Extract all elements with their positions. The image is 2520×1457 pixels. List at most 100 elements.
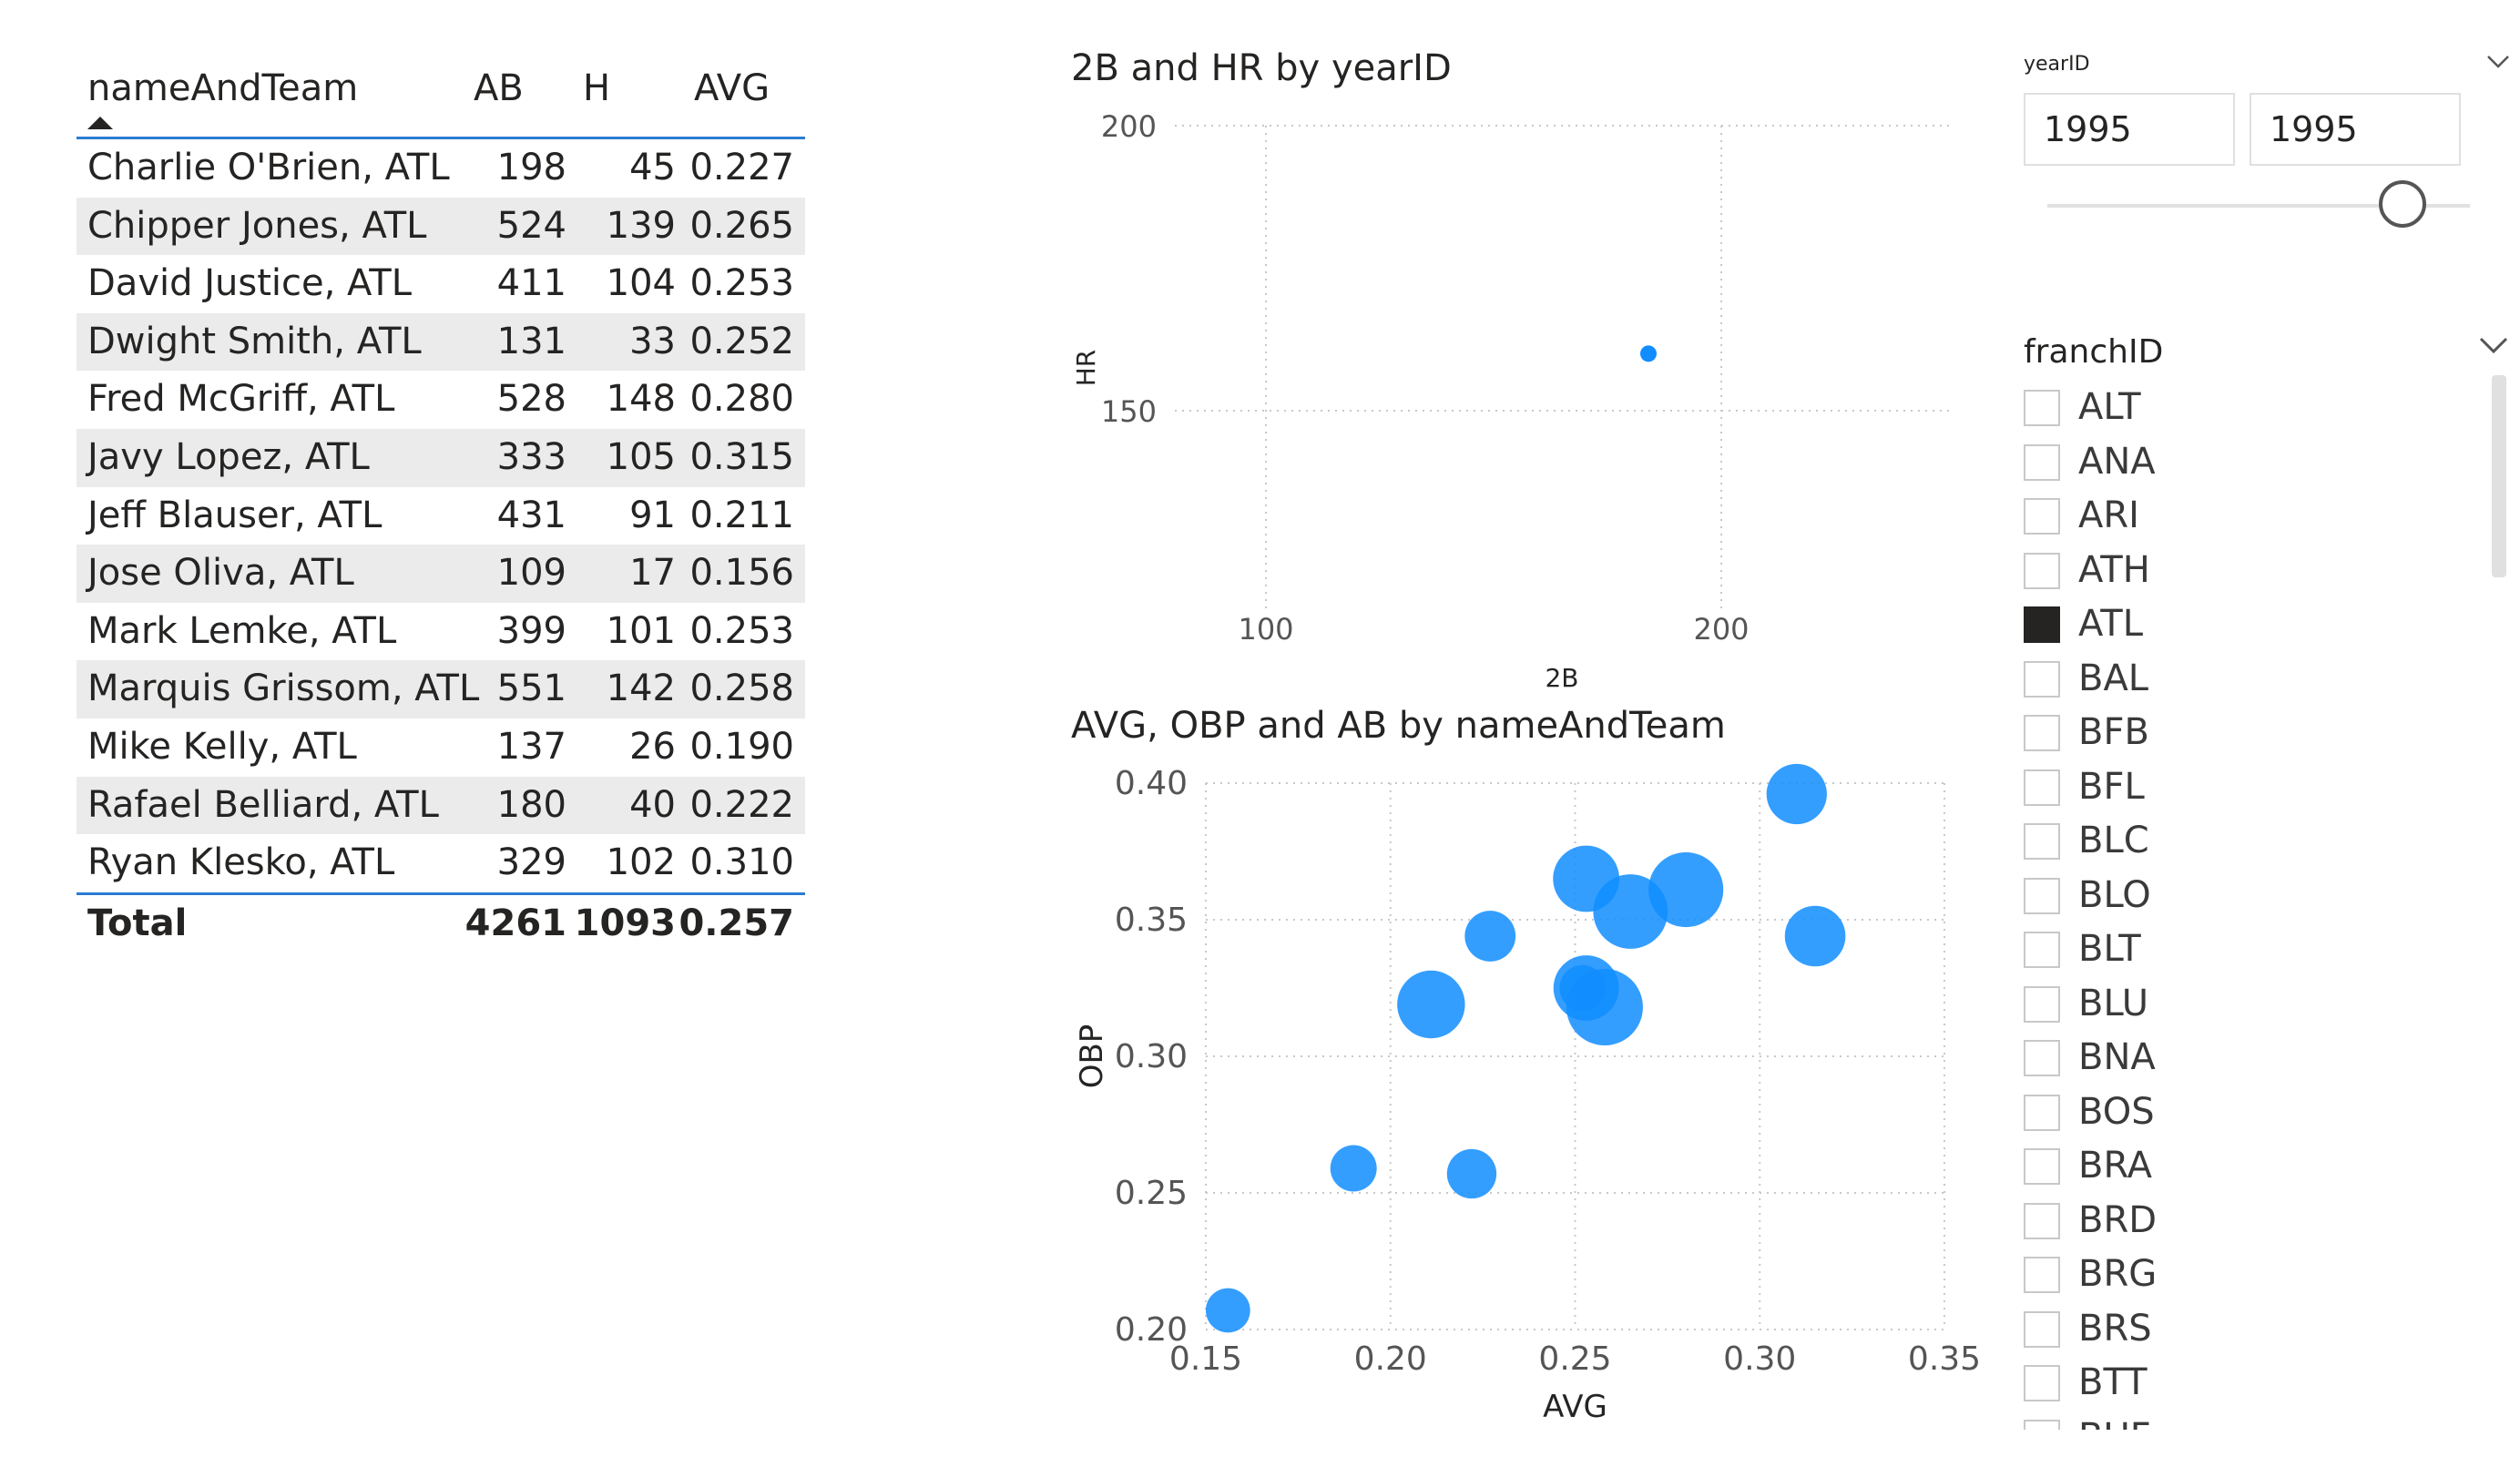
table-row[interactable]: Chipper Jones, ATL 524 139 0.265 [77,197,805,256]
checkbox[interactable] [2024,985,2060,1023]
cell-h: 139 [606,204,676,247]
cell-ab: 329 [496,841,566,884]
franch-item-bna[interactable]: BNA [2024,1033,2479,1087]
bubble [1766,763,1827,825]
franch-item-label: BLU [2078,982,2149,1024]
chart2-title: AVG, OBP and AB by nameAndTeam [1071,705,1726,747]
cell-avg: 0.211 [689,494,794,536]
table-row[interactable]: Jeff Blauser, ATL 431 91 0.211 [77,487,805,545]
checkbox[interactable] [2024,932,2060,968]
bubble [1566,969,1643,1045]
x-axis-label: 2B [1545,663,1578,693]
cell-ab: 524 [496,204,566,247]
franch-item-blt[interactable]: BLT [2024,924,2479,979]
checkbox[interactable] [2024,443,2060,481]
checkbox[interactable] [2024,1419,2060,1430]
checkbox[interactable] [2024,877,2060,914]
franch-item-brg[interactable]: BRG [2024,1249,2479,1304]
franch-item-blo[interactable]: BLO [2024,871,2479,925]
franch-item-brd[interactable]: BRD [2024,1196,2479,1250]
column-header-avg[interactable]: AVG [694,67,770,109]
table-row[interactable]: Charlie O'Brien, ATL 198 45 0.227 [77,139,805,198]
franch-item-label: BFB [2078,711,2149,753]
checkbox[interactable] [2024,1094,2060,1131]
column-header-ab[interactable]: AB [474,67,524,109]
franch-item-ana[interactable]: ANA [2024,437,2479,492]
franch-item-bfl[interactable]: BFL [2024,762,2479,817]
checkbox[interactable] [2024,498,2060,535]
table-row[interactable]: Dwight Smith, ATL 131 33 0.252 [77,312,805,372]
cell-name: Marquis Grissom, ATL [87,667,480,710]
checkbox[interactable] [2024,606,2060,643]
checkbox[interactable] [2024,1040,2060,1076]
chevron-down-icon[interactable] [2479,337,2508,355]
year-to-input[interactable]: 1995 [2250,93,2461,166]
table-row[interactable]: Rafael Belliard, ATL 180 40 0.222 [77,776,805,835]
column-header-name[interactable]: nameAndTeam [87,67,359,109]
checkbox[interactable] [2024,390,2060,426]
checkbox[interactable] [2024,660,2060,698]
table-row[interactable]: Mark Lemke, ATL 399 101 0.253 [77,603,805,661]
year-from-input[interactable]: 1995 [2024,93,2235,166]
cell-avg: 0.265 [689,204,794,247]
sort-ascending-icon [87,117,113,129]
bubble [1397,970,1465,1039]
franch-item-btt[interactable]: BTT [2024,1358,2479,1412]
franch-item-buf[interactable]: BUF [2024,1412,2479,1430]
chevron-down-icon[interactable] [2486,55,2510,69]
cell-avg: 0.252 [689,320,794,362]
checkbox[interactable] [2024,1257,2060,1293]
franch-slicer-label: franchID [2024,333,2164,371]
table-row[interactable]: Jose Oliva, ATL 109 17 0.156 [77,545,805,603]
checkbox[interactable] [2024,1202,2060,1239]
franch-item-alt[interactable]: ALT [2024,382,2479,437]
column-header-h[interactable]: H [583,67,611,109]
franch-item-bal[interactable]: BAL [2024,654,2479,708]
franch-item-blu[interactable]: BLU [2024,979,2479,1034]
data-point [1640,345,1657,362]
table-row[interactable]: Javy Lopez, ATL 333 105 0.315 [77,428,805,487]
checkbox[interactable] [2024,769,2060,806]
table-row[interactable]: Ryan Klesko, ATL 329 102 0.310 [77,834,805,892]
bubble [1553,845,1620,912]
cell-avg: 0.253 [689,609,794,652]
franch-item-blc[interactable]: BLC [2024,816,2479,871]
table-row[interactable]: David Justice, ATL 411 104 0.253 [77,255,805,313]
y-tick-label: 0.25 [1115,1175,1188,1212]
table-row[interactable]: Marquis Grissom, ATL 551 142 0.258 [77,660,805,718]
year-slider-handle[interactable] [2379,180,2426,228]
franch-scrollbar[interactable] [2492,375,2506,577]
table-row[interactable]: Fred McGriff, ATL 528 148 0.280 [77,371,805,429]
cell-name: Rafael Belliard, ATL [87,783,439,826]
franch-item-label: BFL [2078,765,2145,808]
franch-item-label: BRG [2078,1253,2158,1295]
franch-item-bra[interactable]: BRA [2024,1141,2479,1196]
total-avg: 0.257 [678,902,794,944]
franch-item-ari[interactable]: ARI [2024,491,2479,545]
year-slider-track[interactable] [2047,204,2470,208]
franch-item-atl[interactable]: ATL [2024,599,2479,654]
cell-avg: 0.222 [689,783,794,826]
franch-item-label: BLO [2078,873,2151,916]
table-row[interactable]: Mike Kelly, ATL 137 26 0.190 [77,718,805,777]
franch-item-bfb[interactable]: BFB [2024,708,2479,762]
checkbox[interactable] [2024,823,2060,860]
checkbox[interactable] [2024,1148,2060,1185]
franch-item-label: BRS [2078,1307,2152,1350]
checkbox[interactable] [2024,715,2060,751]
cell-h: 142 [606,667,676,710]
cell-name: David Justice, ATL [87,262,412,305]
franch-item-brs[interactable]: BRS [2024,1304,2479,1359]
bubble [1330,1145,1377,1192]
cell-h: 91 [629,494,676,536]
franch-item-ath[interactable]: ATH [2024,545,2479,600]
cell-ab: 109 [496,552,566,595]
checkbox[interactable] [2024,552,2060,589]
x-tick-label: 100 [1238,612,1293,647]
checkbox[interactable] [2024,1310,2060,1348]
franch-slicer: franchID ALT ANA ARI ATH ATL BAL BFB BFL BLC BLO B… [2024,326,2515,1430]
franch-item-bos[interactable]: BOS [2024,1087,2479,1142]
checkbox[interactable] [2024,1365,2060,1401]
y-tick-label: 200 [1101,109,1157,144]
x-tick-label: 0.35 [1908,1340,1981,1378]
